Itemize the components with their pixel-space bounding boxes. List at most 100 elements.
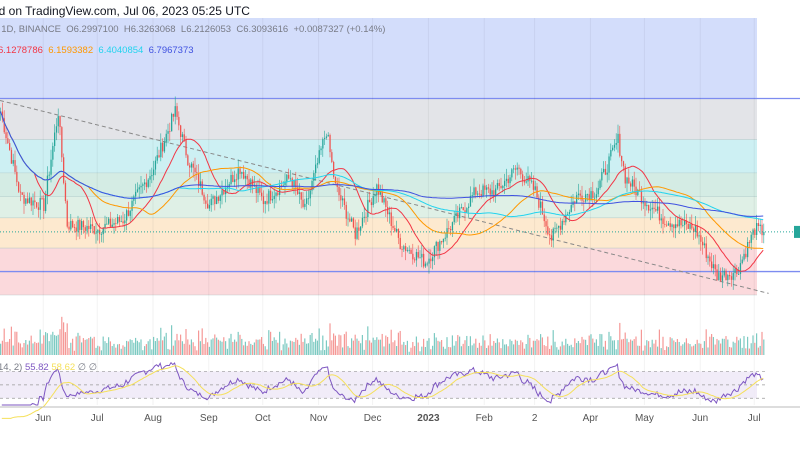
volume-bar — [478, 342, 480, 355]
candle — [556, 227, 558, 229]
candle — [221, 190, 223, 196]
candle — [518, 167, 520, 169]
volume-bar — [61, 316, 63, 355]
volume-bar — [563, 345, 565, 355]
volume-bar — [334, 335, 336, 355]
candle — [45, 194, 47, 211]
volume-bar — [619, 322, 621, 355]
volume-bar — [82, 338, 84, 355]
volume-bar — [104, 341, 106, 355]
candle — [577, 193, 580, 196]
volume-bar — [621, 339, 623, 355]
candle — [279, 185, 281, 195]
candle — [574, 201, 576, 204]
volume-bar — [729, 346, 731, 355]
candle — [621, 155, 623, 162]
volume-bar — [523, 348, 525, 355]
candle — [442, 238, 445, 243]
volume-bar — [696, 339, 698, 355]
volume-bar — [759, 345, 761, 355]
candle — [671, 224, 673, 227]
candle — [79, 219, 81, 230]
candle — [162, 142, 164, 152]
volume-bar — [208, 346, 210, 355]
candle — [615, 143, 617, 145]
volume-bar — [369, 340, 371, 355]
candle — [583, 200, 585, 202]
volume-bar — [684, 342, 686, 355]
candle — [318, 150, 320, 164]
candle — [232, 174, 234, 183]
volume-bar — [207, 342, 209, 355]
snapshot-header: ed on TradingView.com, Jul 06, 2023 05:2… — [0, 0, 800, 18]
volume-bar — [126, 340, 128, 355]
candle — [662, 218, 664, 224]
volume-bar — [320, 350, 322, 355]
volume-bar — [154, 341, 156, 355]
candle — [109, 218, 112, 227]
volume-bar — [293, 341, 295, 355]
volume-bar — [439, 341, 441, 355]
candle — [588, 194, 590, 201]
volume-bar — [700, 343, 702, 355]
candle — [7, 138, 9, 144]
candle — [154, 160, 157, 170]
volume-bar — [18, 342, 20, 355]
candle — [459, 207, 461, 219]
volume-bar — [273, 337, 275, 355]
candle — [86, 225, 88, 231]
volume-bar — [250, 343, 252, 355]
candle — [673, 224, 675, 229]
candle — [327, 134, 329, 137]
candle — [590, 191, 592, 201]
candle — [100, 234, 103, 235]
volume-bar — [394, 340, 396, 355]
candle — [158, 155, 160, 158]
volume-bar — [514, 339, 516, 355]
low-value: 6.2126053 — [186, 24, 232, 35]
candle — [703, 243, 706, 246]
volume-bar — [532, 340, 534, 355]
candle — [313, 173, 315, 181]
volume-bar — [356, 338, 358, 355]
candle — [264, 201, 266, 205]
volume-bar — [252, 344, 254, 355]
candle — [241, 171, 243, 174]
candle — [126, 210, 128, 221]
volume-bar — [192, 342, 194, 355]
volume-bar — [379, 339, 381, 355]
candle — [118, 216, 121, 222]
candle — [617, 133, 619, 144]
volume-bar — [595, 339, 597, 355]
candle — [732, 273, 734, 280]
volume-bar — [216, 337, 218, 355]
candle — [585, 194, 587, 202]
close-value: 6.3093616 — [243, 24, 289, 35]
volume-bar — [302, 341, 304, 355]
volume-bar — [536, 339, 538, 355]
candle — [725, 270, 727, 281]
rsi-line — [1, 361, 764, 406]
volume-bar — [628, 342, 630, 355]
volume-bar — [108, 337, 110, 355]
high-value: 6.3263068 — [130, 24, 176, 35]
candle — [597, 188, 599, 195]
candle — [138, 187, 140, 190]
candle — [219, 195, 221, 201]
candle — [433, 246, 436, 258]
volume-bar — [295, 337, 297, 355]
candle — [30, 197, 32, 206]
candle — [66, 201, 68, 227]
ma-value: 6.4040854 — [98, 45, 144, 56]
candle — [486, 187, 488, 190]
volume-bar — [279, 331, 281, 355]
volume-bar — [698, 343, 700, 355]
volume-bar — [540, 334, 542, 355]
candle — [198, 173, 200, 187]
volume-bar — [198, 330, 200, 355]
candle — [729, 275, 731, 277]
volume-bar — [610, 336, 612, 355]
x-tick-label: Jul — [91, 413, 104, 424]
volume-bar — [754, 342, 756, 355]
